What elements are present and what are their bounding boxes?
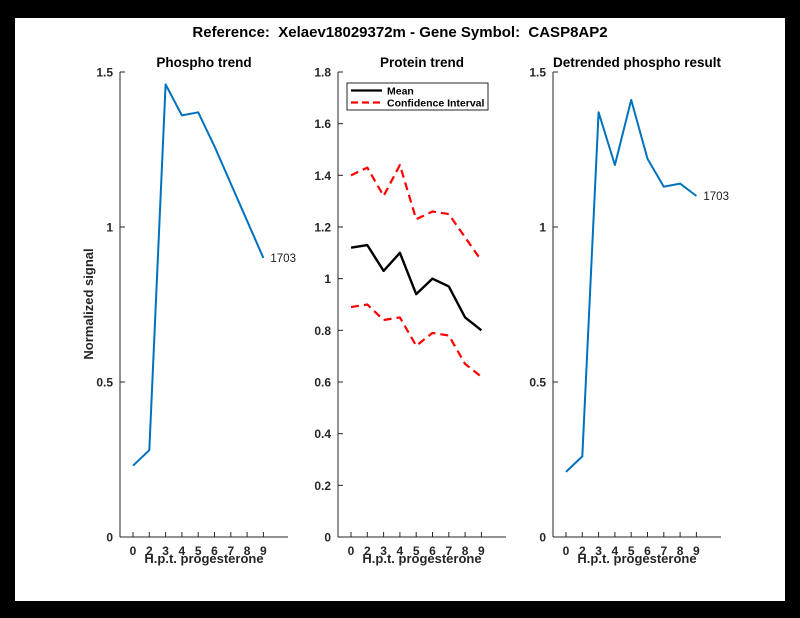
x-tick-label: 0 bbox=[348, 544, 355, 558]
mean-line bbox=[350, 243, 483, 332]
y-tick-label: 0.8 bbox=[314, 324, 331, 338]
y-tick-label: 1.5 bbox=[96, 66, 113, 80]
x-tick-label: 7 bbox=[227, 544, 234, 558]
detrended-phospho-signal-line bbox=[565, 98, 698, 473]
x-tick-label: 4 bbox=[179, 544, 186, 558]
x-tick-label: 6 bbox=[644, 544, 651, 558]
x-tick-label: 9 bbox=[260, 544, 267, 558]
x-tick-label: 7 bbox=[660, 544, 667, 558]
y-tick-label: 0 bbox=[324, 531, 331, 545]
y-tick-label: 1.2 bbox=[314, 221, 331, 235]
y-tick-label: 1 bbox=[324, 272, 331, 286]
y-tick-label: 1 bbox=[539, 221, 546, 235]
y-tick-label: 1.8 bbox=[314, 66, 331, 80]
series-end-label: 1703 bbox=[703, 191, 729, 203]
x-tick-label: 4 bbox=[612, 544, 619, 558]
x-axis-label-phospho: H.p.t. progesterone bbox=[144, 551, 264, 566]
x-tick-label: 6 bbox=[429, 544, 436, 558]
ci-upper-line bbox=[350, 163, 483, 262]
y-tick-label: 0.4 bbox=[314, 427, 331, 441]
x-tick-label: 2 bbox=[364, 544, 371, 558]
y-tick-label: 0 bbox=[539, 531, 546, 545]
x-axis-label-detrended: H.p.t. progesterone bbox=[577, 551, 697, 566]
x-tick-label: 8 bbox=[244, 544, 251, 558]
y-tick-label: 1.6 bbox=[314, 117, 331, 131]
x-tick-label: 5 bbox=[628, 544, 635, 558]
x-tick-label: 8 bbox=[677, 544, 684, 558]
x-tick-label: 3 bbox=[162, 544, 169, 558]
x-tick-label: 7 bbox=[445, 544, 452, 558]
chart-title-detrended-phospho: Detrended phospho result bbox=[552, 55, 721, 70]
y-tick-label: 0 bbox=[106, 531, 113, 545]
x-tick-label: 5 bbox=[413, 544, 420, 558]
y-tick-label: 0.5 bbox=[529, 376, 546, 390]
chart-title-phospho-trend: Phospho trend bbox=[156, 55, 252, 70]
figure-canvas: Reference: Xelaev18029372m - Gene Symbol… bbox=[15, 18, 785, 601]
y-tick-label: 0.6 bbox=[314, 376, 331, 390]
legend-box bbox=[346, 82, 489, 111]
y-tick-label: 1.5 bbox=[529, 66, 546, 80]
x-tick-label: 3 bbox=[380, 544, 387, 558]
x-tick-label: 0 bbox=[130, 544, 137, 558]
y-tick-label: 1 bbox=[106, 221, 113, 235]
series-end-label: 1703 bbox=[270, 253, 296, 265]
x-tick-label: 9 bbox=[478, 544, 485, 558]
y-tick-label: 0.5 bbox=[96, 376, 113, 390]
x-tick-label: 2 bbox=[146, 544, 153, 558]
phospho-signal-line bbox=[132, 83, 265, 467]
x-tick-label: 2 bbox=[579, 544, 586, 558]
x-tick-label: 9 bbox=[693, 544, 700, 558]
x-tick-label: 8 bbox=[462, 544, 469, 558]
chart-title-protein-trend: Protein trend bbox=[379, 55, 464, 70]
x-axis-label-protein: H.p.t. progesterone bbox=[362, 551, 482, 566]
protein-trend-chart: 00.20.40.60.811.21.41.61.80 2 3 4 5 6 7 8 9MeanC… bbox=[314, 66, 506, 558]
x-tick-label: 6 bbox=[211, 544, 218, 558]
y-tick-label: 1.4 bbox=[314, 169, 331, 183]
figure-title: Reference: Xelaev18029372m - Gene Symbol… bbox=[192, 24, 608, 41]
legend-label: Confidence Interval bbox=[387, 97, 485, 109]
ci-lower-line bbox=[350, 303, 483, 378]
x-tick-label: 5 bbox=[195, 544, 202, 558]
y-tick-label: 0.2 bbox=[314, 479, 331, 493]
x-tick-label: 0 bbox=[563, 544, 570, 558]
x-tick-label: 3 bbox=[595, 544, 602, 558]
x-tick-label: 4 bbox=[397, 544, 404, 558]
legend-label: Mean bbox=[387, 85, 414, 97]
